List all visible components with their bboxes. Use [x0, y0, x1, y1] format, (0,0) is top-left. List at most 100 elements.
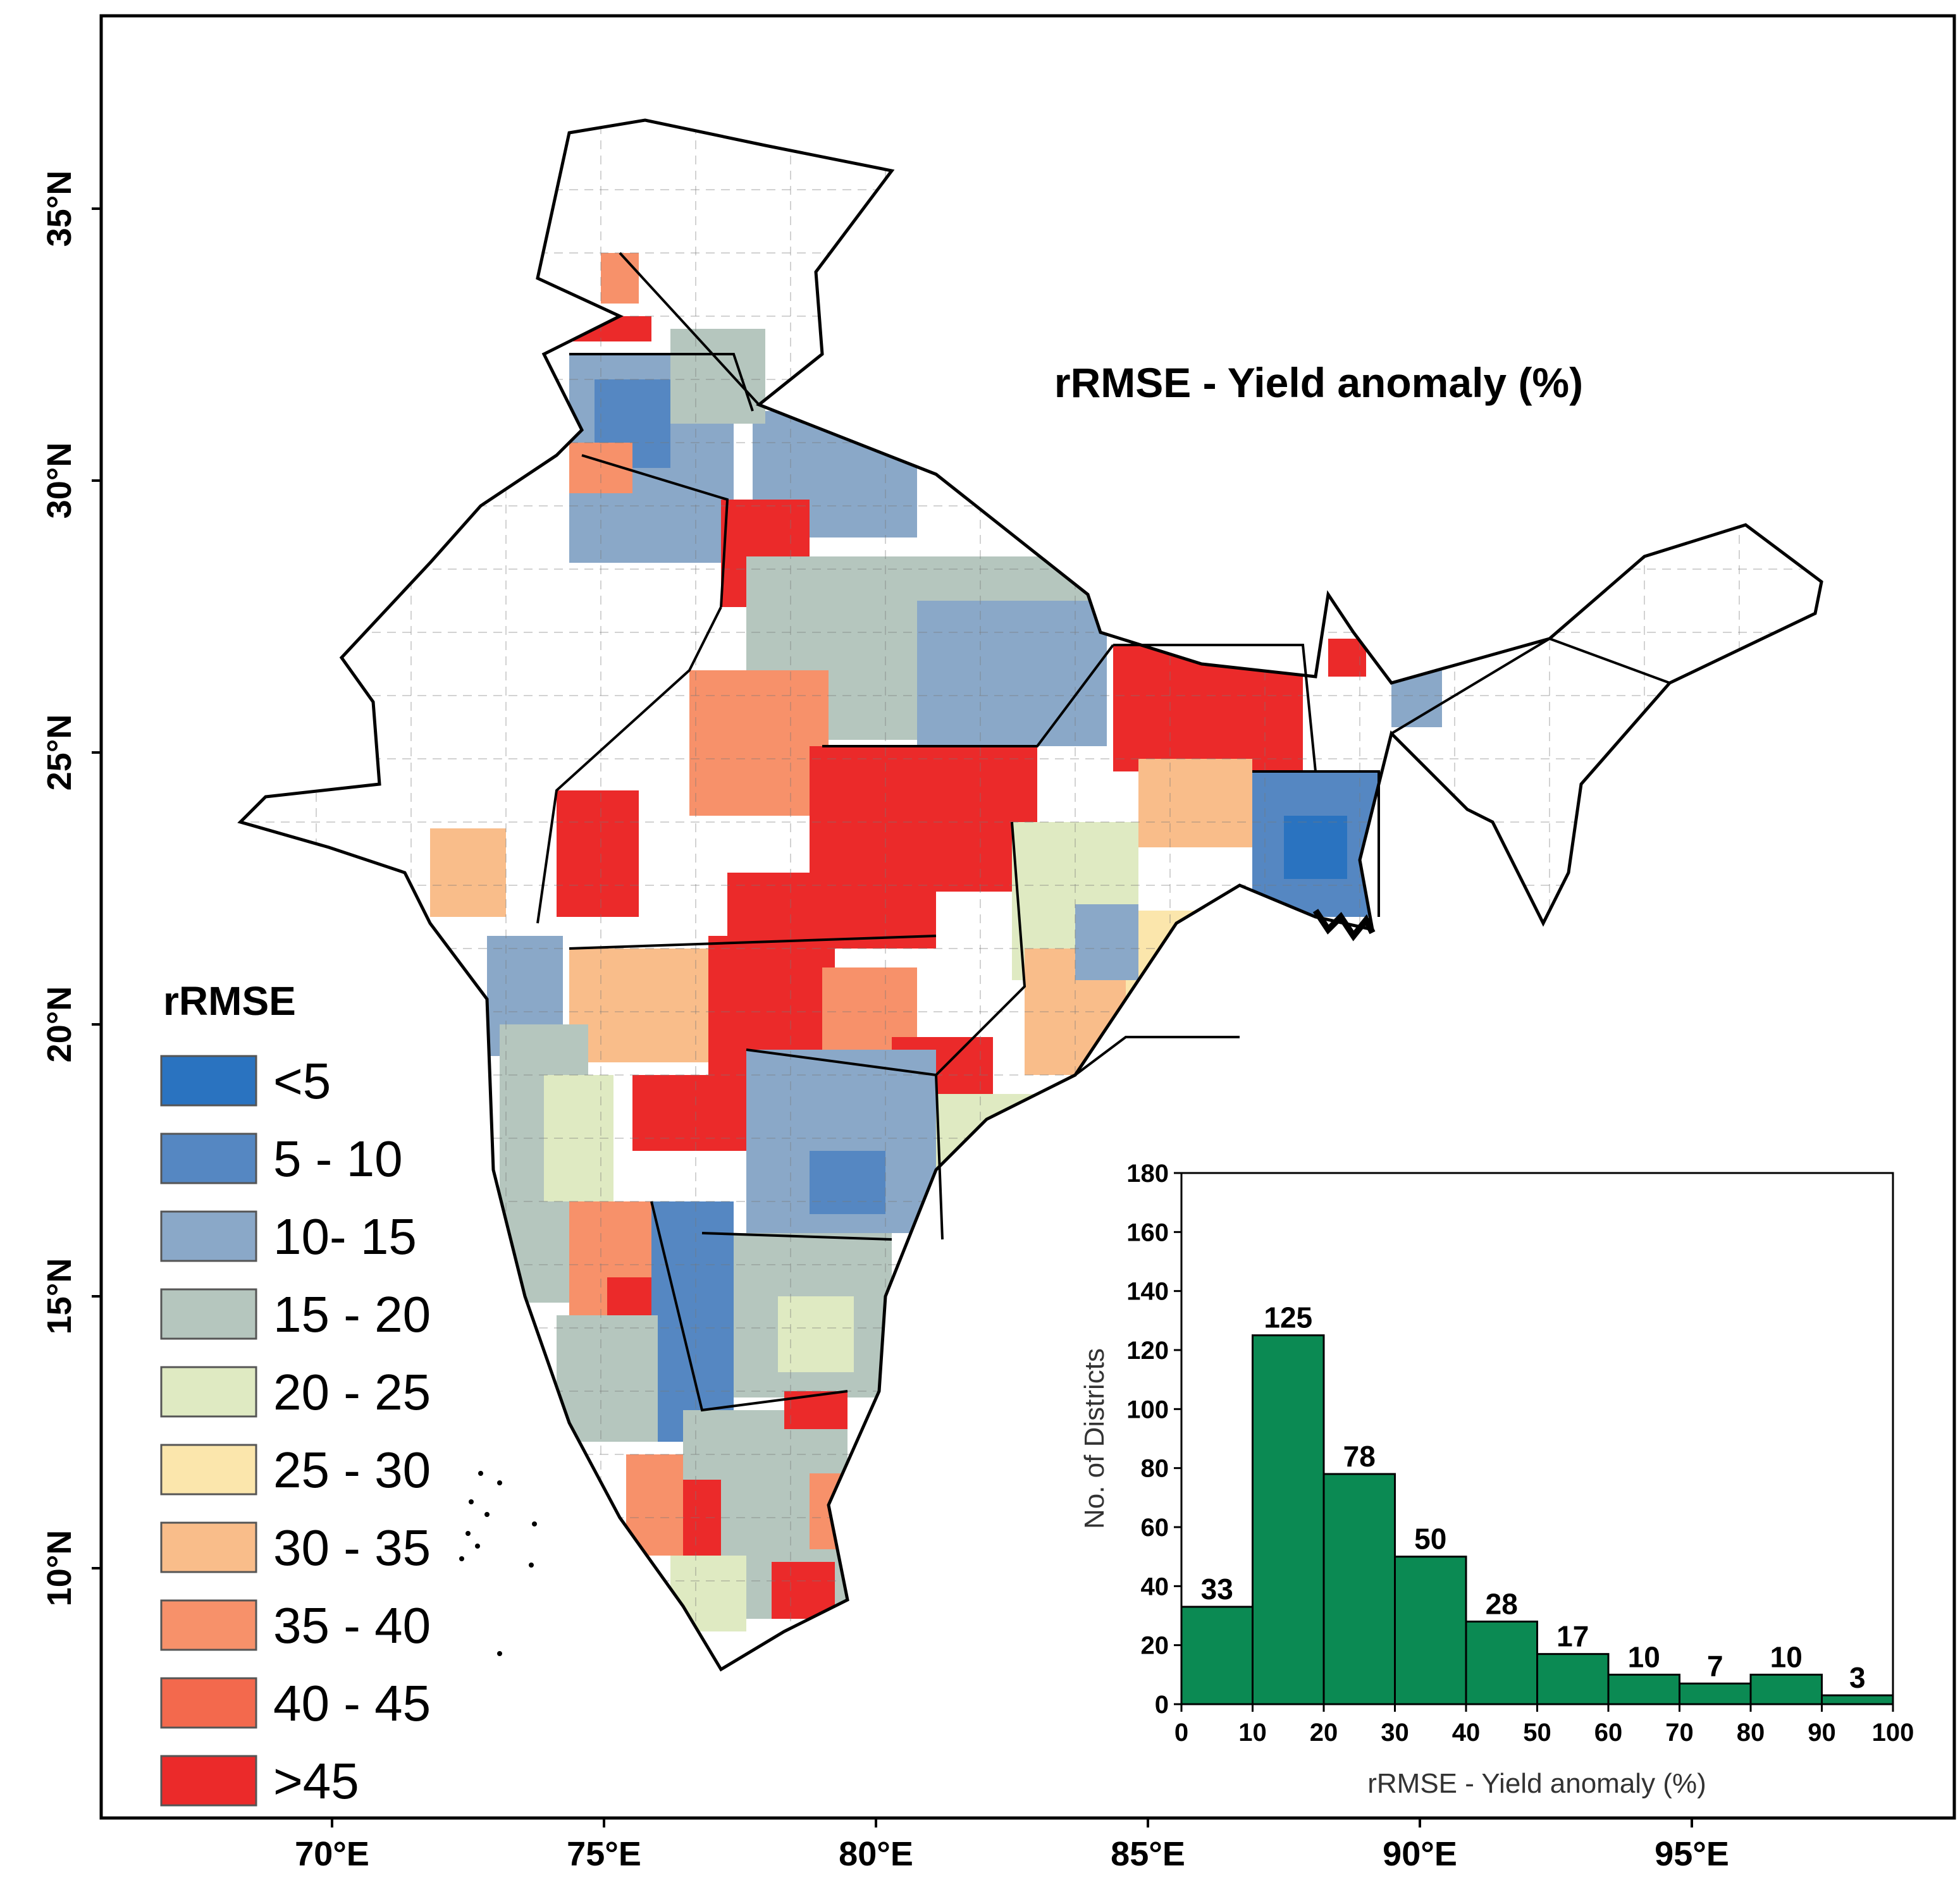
legend-label: <5 — [273, 1053, 331, 1109]
lon-label-90: 90°E — [1383, 1835, 1457, 1873]
island-dot — [469, 1499, 474, 1504]
map-title: rRMSE - Yield anomaly (%) — [1054, 359, 1583, 406]
region-karnataka-central — [651, 1201, 734, 1442]
histogram-x-tick-label: 50 — [1523, 1719, 1551, 1747]
legend-swatch — [160, 1599, 257, 1651]
histogram-y-tick-label: 120 — [1126, 1337, 1169, 1365]
histogram-y-tick-label: 160 — [1126, 1219, 1169, 1246]
region-himachal — [670, 329, 765, 424]
region-bihar-south — [1138, 759, 1252, 847]
legend-swatch — [160, 1366, 257, 1418]
region-andhra-coast — [936, 1094, 1037, 1227]
lon-label-95: 95°E — [1655, 1835, 1729, 1873]
histogram-y-tick-label: 20 — [1141, 1632, 1169, 1660]
lat-label-20: 20°N — [40, 986, 78, 1063]
histogram-bar-labels: 33 125 78 50 28 17 10 7 10 3 — [1201, 1301, 1866, 1694]
legend-swatch — [160, 1677, 257, 1729]
histogram-x-tick-label: 40 — [1452, 1719, 1481, 1747]
histogram-bar-label: 28 — [1486, 1587, 1518, 1620]
histogram-bar-label: 125 — [1264, 1301, 1312, 1334]
histogram-bar — [1465, 1620, 1538, 1705]
india-outline — [237, 118, 1823, 1672]
legend-swatch — [160, 1210, 257, 1262]
legend-label: 40 - 45 — [273, 1675, 431, 1731]
histogram-y-tick-label: 140 — [1126, 1278, 1169, 1306]
histogram-y-tick-label: 80 — [1141, 1455, 1169, 1483]
lat-label-10: 10°N — [40, 1530, 78, 1607]
histogram-x-tick-label: 70 — [1665, 1719, 1694, 1747]
lon-label-75: 75°E — [567, 1835, 641, 1873]
histogram-bars — [1180, 1334, 1894, 1705]
histogram-y-tick-label: 0 — [1155, 1691, 1169, 1719]
region-assam-west — [1391, 651, 1442, 727]
region-rayalaseema — [778, 1296, 854, 1372]
region-jk — [601, 253, 639, 304]
histogram-bar — [1252, 1334, 1325, 1705]
island-dot — [497, 1651, 502, 1656]
histogram-x-tick-label: 90 — [1808, 1719, 1836, 1747]
histogram-x-tick-label: 80 — [1737, 1719, 1765, 1747]
histogram-y-tick-label: 40 — [1141, 1573, 1169, 1600]
histogram-bar-label: 50 — [1414, 1523, 1446, 1556]
histogram-bar-label: 10 — [1770, 1640, 1803, 1673]
histogram-x-tick-label: 30 — [1381, 1719, 1409, 1747]
island-dot — [529, 1563, 534, 1568]
region-marathwada — [632, 1075, 759, 1151]
region-kerala-red — [683, 1480, 721, 1556]
legend-swatch — [160, 1055, 257, 1107]
island-dot — [475, 1544, 480, 1549]
legend-swatch — [160, 1521, 257, 1573]
legend-label: >45 — [273, 1753, 359, 1809]
legend-swatch — [160, 1288, 257, 1340]
lon-label-85: 85°E — [1111, 1835, 1185, 1873]
histogram-bar-label: 10 — [1628, 1640, 1660, 1673]
legend-label: 25 - 30 — [273, 1442, 431, 1498]
histogram-bar-label: 33 — [1201, 1573, 1233, 1606]
island-dot — [478, 1471, 483, 1476]
histogram-y-tick-label: 180 — [1126, 1160, 1169, 1188]
lakshadweep-islands — [459, 1471, 537, 1656]
lat-label-15: 15°N — [40, 1258, 78, 1335]
histogram-x-axis-title: rRMSE - Yield anomaly (%) — [1367, 1768, 1706, 1799]
histogram-y-tick-label: 100 — [1126, 1396, 1169, 1423]
lon-axis: 70°E 75°E 80°E 85°E 90°E 95°E — [295, 1818, 1729, 1873]
region-tn-south — [772, 1562, 835, 1619]
region-mp-north — [689, 670, 829, 816]
region-maharashtra-west — [569, 949, 708, 1062]
histogram-bar-label: 78 — [1343, 1440, 1376, 1473]
region-karnataka-west — [557, 1315, 658, 1442]
island-dot — [484, 1512, 490, 1517]
legend-label: 10- 15 — [273, 1208, 417, 1265]
legend-swatch — [160, 1444, 257, 1496]
legend-label: 5 - 10 — [273, 1131, 403, 1187]
histogram-bar — [1536, 1653, 1610, 1705]
region-telangana-core — [810, 1151, 885, 1214]
legend: rRMSE <5 5 - 10 10- 15 15 - 20 20 - 25 25 - 3… — [160, 978, 431, 1809]
lat-axis: 35°N 30°N 25°N 20°N 15°N 10°N — [40, 171, 101, 1607]
legend-swatch — [160, 1133, 257, 1184]
region-odisha-north — [1075, 904, 1138, 980]
histogram-bar-label: 3 — [1849, 1661, 1866, 1694]
island-dot — [497, 1480, 502, 1485]
lat-label-30: 30°N — [40, 443, 78, 519]
sundarbans-coast — [1312, 909, 1376, 942]
region-western-ghats — [544, 1075, 613, 1201]
histogram-x-tick-label: 20 — [1310, 1719, 1338, 1747]
histogram-bar-label: 17 — [1556, 1620, 1589, 1653]
histogram-bar — [1821, 1694, 1894, 1705]
histogram-bar — [1394, 1556, 1467, 1705]
histogram-bar-label: 7 — [1707, 1649, 1723, 1682]
histogram-bar — [1180, 1606, 1254, 1705]
legend-items: <5 5 - 10 10- 15 15 - 20 20 - 25 25 - 30 30 - … — [160, 1053, 431, 1809]
histogram-x-tick-label: 100 — [1872, 1719, 1914, 1747]
histogram-bar — [1607, 1673, 1680, 1705]
region-tn-north — [784, 1391, 847, 1429]
lat-label-35: 35°N — [40, 171, 78, 247]
region-gujarat-east — [430, 828, 506, 917]
histogram-y-ticks: 0 20 40 60 80 100 120 140 160 180 — [1126, 1160, 1181, 1719]
region-mp-core — [810, 746, 1037, 892]
legend-title: rRMSE — [163, 978, 296, 1024]
histogram-y-axis-title: No. of Districts — [1079, 1348, 1110, 1529]
